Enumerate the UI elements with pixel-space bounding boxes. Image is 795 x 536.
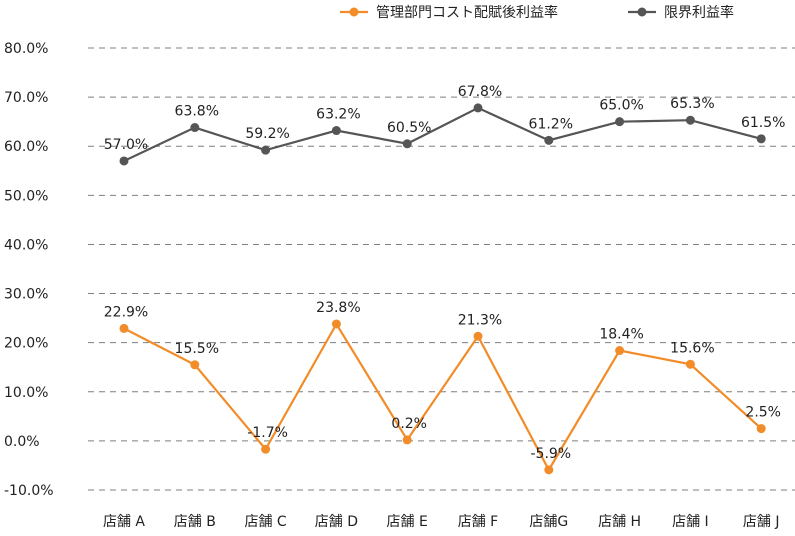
x-tick-label: 店舗 F bbox=[458, 514, 499, 530]
y-tick-label: 60.0% bbox=[4, 139, 48, 155]
x-tick-label: 店舗 E bbox=[387, 514, 428, 530]
data-label: 61.2% bbox=[529, 116, 573, 132]
data-label: 23.8% bbox=[316, 300, 360, 316]
data-label: 59.2% bbox=[245, 126, 289, 142]
x-axis: 店舗 A 店舗 B 店舗 C 店舗 D 店舗 E 店舗 F 店舗G 店舗 H 店舗 I 店舗 J bbox=[103, 514, 780, 530]
data-point bbox=[402, 435, 412, 445]
data-label: -5.9% bbox=[530, 446, 571, 462]
data-point bbox=[261, 444, 271, 454]
data-label: 63.2% bbox=[316, 107, 360, 123]
data-point bbox=[615, 117, 625, 127]
data-label: -1.7% bbox=[247, 425, 288, 441]
data-label: 18.4% bbox=[599, 327, 643, 343]
data-point bbox=[190, 123, 200, 133]
x-tick-label: 店舗 J bbox=[743, 514, 780, 530]
y-tick-label: 80.0% bbox=[4, 41, 48, 57]
x-tick-label: 店舗 I bbox=[672, 514, 709, 530]
series-line bbox=[123, 106, 762, 162]
data-label: 65.3% bbox=[670, 96, 714, 112]
data-point bbox=[119, 156, 129, 166]
data-point bbox=[473, 103, 483, 113]
data-point bbox=[615, 346, 625, 356]
data-label: 15.6% bbox=[670, 340, 714, 356]
data-point bbox=[756, 424, 766, 434]
data-point bbox=[473, 331, 483, 341]
x-tick-label: 店舗 B bbox=[174, 514, 216, 530]
y-tick-label: 40.0% bbox=[4, 237, 48, 253]
legend-marker bbox=[637, 7, 647, 17]
series-line bbox=[123, 321, 762, 473]
data-point bbox=[685, 359, 695, 369]
y-tick-label: -10.0% bbox=[4, 483, 54, 499]
series-profit-after-allocation: 22.9% 15.5% -1.7% 23.8% 0.2% 21.3% -5.9% 18.4% 1… bbox=[104, 300, 781, 475]
y-tick-label: 0.0% bbox=[4, 434, 40, 450]
gridlines bbox=[88, 47, 795, 491]
x-tick-label: 店舗 D bbox=[315, 514, 358, 530]
y-axis: 80.0% 70.0% 60.0% 50.0% 40.0% 30.0% 20.0% 10.0%… bbox=[4, 41, 54, 499]
data-point bbox=[331, 319, 341, 329]
legend-label: 限界利益率 bbox=[664, 4, 734, 21]
legend-label: 管理部門コスト配賦後利益率 bbox=[376, 4, 558, 21]
y-tick-label: 50.0% bbox=[4, 188, 48, 204]
data-label: 61.5% bbox=[741, 115, 785, 131]
y-tick-label: 10.0% bbox=[4, 385, 48, 401]
y-tick-label: 70.0% bbox=[4, 90, 48, 106]
data-point bbox=[402, 139, 412, 149]
data-point bbox=[119, 323, 129, 333]
data-label: 67.8% bbox=[458, 84, 502, 100]
data-point bbox=[544, 135, 554, 145]
data-label: 21.3% bbox=[458, 312, 502, 328]
data-point bbox=[756, 134, 766, 144]
data-point bbox=[190, 360, 200, 370]
data-point bbox=[331, 126, 341, 136]
x-tick-label: 店舗 A bbox=[103, 514, 145, 530]
data-label: 63.8% bbox=[175, 104, 219, 120]
data-label: 22.9% bbox=[104, 304, 148, 320]
data-label: 65.0% bbox=[599, 98, 643, 114]
data-label: 60.5% bbox=[387, 120, 431, 136]
data-label: 2.5% bbox=[745, 405, 781, 421]
y-tick-label: 30.0% bbox=[4, 287, 48, 303]
y-tick-label: 20.0% bbox=[4, 336, 48, 352]
x-tick-label: 店舗 C bbox=[244, 514, 286, 530]
legend-marker bbox=[349, 7, 359, 17]
data-label: 0.2% bbox=[391, 416, 427, 432]
x-tick-label: 店舗 H bbox=[598, 514, 641, 530]
x-tick-label: 店舗G bbox=[529, 514, 568, 530]
legend: 管理部門コスト配賦後利益率 限界利益率 bbox=[340, 4, 734, 21]
data-point bbox=[685, 115, 695, 125]
data-point bbox=[544, 465, 554, 475]
data-point bbox=[261, 145, 271, 155]
series-marginal-profit: 57.0% 63.8% 59.2% 63.2% 60.5% 67.8% 61.2% 65.0%… bbox=[104, 84, 785, 166]
data-label: 57.0% bbox=[104, 137, 148, 153]
data-label: 15.5% bbox=[175, 341, 219, 357]
